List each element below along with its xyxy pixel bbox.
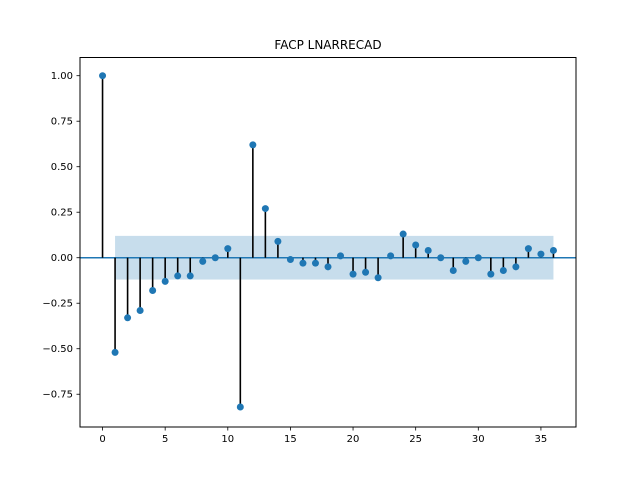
marker-lag-21 <box>362 268 370 276</box>
marker-lag-19 <box>337 252 345 260</box>
marker-layer <box>99 72 557 411</box>
marker-lag-27 <box>437 254 445 262</box>
marker-lag-12 <box>249 141 257 149</box>
marker-lag-3 <box>136 307 144 315</box>
x-tick-label: 30 <box>472 434 485 445</box>
y-tick-label: 0.25 <box>51 208 73 219</box>
plot-frame <box>79 57 577 428</box>
y-tick-label: 0.50 <box>51 162 73 173</box>
marker-lag-34 <box>524 245 532 253</box>
marker-lag-35 <box>537 250 545 258</box>
marker-lag-28 <box>449 266 457 274</box>
marker-lag-7 <box>186 272 194 280</box>
marker-lag-4 <box>149 286 157 294</box>
marker-lag-24 <box>399 230 407 238</box>
marker-lag-15 <box>286 256 294 264</box>
marker-lag-23 <box>387 252 395 260</box>
y-tick-label: 1.00 <box>51 71 73 82</box>
marker-lag-9 <box>211 254 219 262</box>
marker-lag-6 <box>174 272 182 280</box>
marker-lag-16 <box>299 259 307 267</box>
marker-lag-31 <box>487 270 495 278</box>
marker-lag-32 <box>499 266 507 274</box>
marker-lag-0 <box>99 72 107 80</box>
marker-lag-30 <box>474 254 482 262</box>
marker-lag-22 <box>374 274 382 282</box>
x-tick-label: 0 <box>99 434 105 445</box>
x-tick-label: 5 <box>162 434 168 445</box>
marker-lag-2 <box>124 314 132 322</box>
y-tick-label: 0.75 <box>51 117 73 128</box>
marker-lag-18 <box>324 263 332 271</box>
marker-lag-5 <box>161 277 169 285</box>
y-tick-label: −0.75 <box>42 390 73 401</box>
marker-lag-29 <box>462 257 470 265</box>
marker-lag-8 <box>199 257 207 265</box>
marker-lag-11 <box>236 403 244 411</box>
x-tick-label: 15 <box>284 434 297 445</box>
x-tick-label: 35 <box>535 434 548 445</box>
x-tick-label: 20 <box>347 434 360 445</box>
marker-lag-20 <box>349 270 357 278</box>
marker-lag-1 <box>111 348 119 356</box>
marker-lag-14 <box>274 237 282 245</box>
marker-lag-36 <box>549 246 557 254</box>
chart-title: FACP LNARRECAD <box>274 38 381 52</box>
marker-lag-25 <box>412 241 420 249</box>
marker-lag-10 <box>224 245 232 253</box>
marker-lag-13 <box>261 205 269 213</box>
y-axis-ticks: 1.00 0.75 0.50 0.25 0.00 −0.25 −0.50 −0.75 <box>42 71 80 401</box>
x-tick-label: 25 <box>409 434 422 445</box>
y-tick-label: −0.50 <box>42 344 73 355</box>
marker-lag-17 <box>311 259 319 267</box>
y-tick-label: −0.25 <box>42 299 73 310</box>
y-tick-label: 0.00 <box>51 253 73 264</box>
x-tick-label: 10 <box>221 434 234 445</box>
x-axis-ticks: 0 5 10 15 20 25 30 35 <box>99 427 547 445</box>
marker-lag-33 <box>512 263 520 271</box>
marker-lag-26 <box>424 246 432 254</box>
